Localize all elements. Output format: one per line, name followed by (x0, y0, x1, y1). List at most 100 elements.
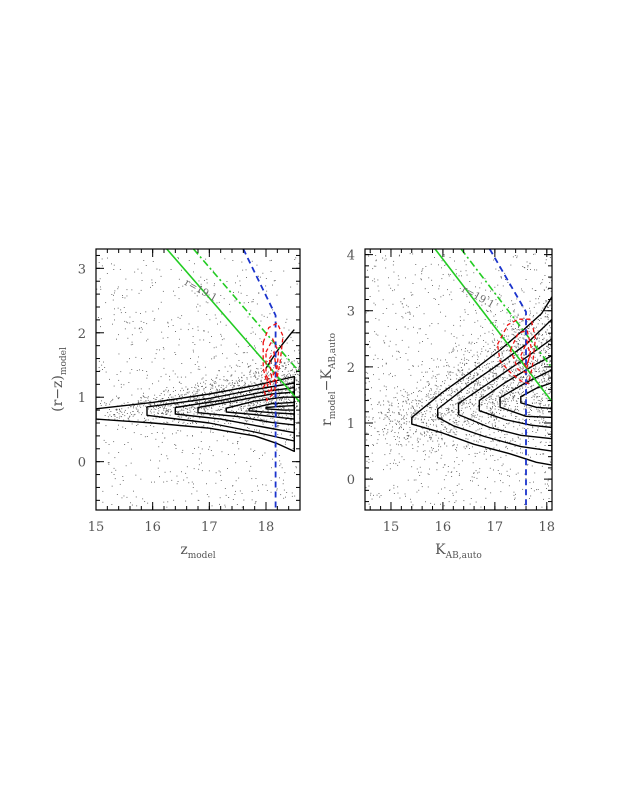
left-point (208, 496, 210, 498)
right-point (542, 381, 544, 383)
right-point (418, 390, 420, 392)
right-point (455, 389, 457, 391)
right-point (452, 421, 454, 423)
right-point (475, 362, 476, 364)
left-point (99, 370, 101, 372)
right-point (425, 400, 427, 401)
left-point (214, 314, 216, 316)
left-point (232, 499, 234, 500)
right-point (409, 403, 410, 405)
left-point (122, 295, 123, 296)
right-point (512, 398, 514, 400)
right-point (502, 364, 504, 366)
right-point (480, 384, 482, 386)
left-point (140, 327, 142, 329)
left-point (98, 360, 100, 362)
right-point (534, 327, 536, 329)
right-point (536, 326, 537, 328)
right-point (493, 380, 495, 382)
left-point (163, 390, 165, 392)
right-point (494, 373, 496, 374)
right-point (492, 376, 494, 378)
left-point (192, 401, 194, 402)
left-point (194, 396, 196, 398)
right-point (547, 480, 549, 482)
left-point (215, 402, 216, 404)
left-point (232, 391, 234, 393)
left-point (121, 416, 122, 418)
right-point (492, 392, 494, 393)
right-point (498, 270, 500, 272)
right-point (375, 259, 377, 261)
right-point (399, 427, 401, 429)
right-point (460, 389, 462, 391)
right-point (479, 396, 481, 398)
right-point (403, 422, 405, 424)
left-point (169, 401, 171, 403)
left-point (162, 413, 163, 414)
right-y-tick-label: 3 (347, 305, 355, 320)
left-point (224, 391, 226, 393)
left-point (295, 388, 297, 390)
left-point (246, 409, 248, 411)
right-point (442, 418, 444, 420)
left-point (98, 262, 100, 263)
right-point (527, 265, 529, 266)
right-point (427, 486, 429, 488)
left-point (279, 345, 280, 346)
right-point (408, 398, 410, 400)
right-point (470, 374, 472, 376)
right-point (472, 412, 474, 414)
right-point (426, 425, 428, 427)
left-point (132, 321, 134, 322)
right-point (491, 352, 493, 354)
right-point (449, 274, 451, 275)
left-y-axis-label-sub: model (59, 347, 69, 375)
right-point (399, 412, 400, 414)
left-point (254, 345, 255, 347)
left-point (211, 378, 212, 380)
right-point (475, 430, 477, 432)
left-point (254, 450, 256, 451)
right-point (479, 415, 481, 417)
right-point (514, 386, 516, 388)
left-point (220, 480, 222, 481)
right-point (432, 414, 434, 416)
right-point (501, 358, 503, 360)
right-point (416, 403, 417, 405)
right-point (539, 415, 541, 416)
left-x-axis-label: zmodel (180, 542, 215, 561)
left-point (286, 380, 288, 382)
right-point (390, 430, 392, 432)
left-point (204, 391, 205, 393)
right-point (435, 416, 436, 418)
left-point (249, 371, 250, 373)
right-point (427, 406, 429, 407)
right-point (485, 367, 487, 369)
right-point (550, 413, 552, 415)
right-point (528, 407, 530, 409)
right-x-axis-label-sub: AB,auto (445, 551, 482, 561)
right-point (521, 432, 523, 434)
right-point (409, 427, 411, 428)
left-point (204, 401, 206, 403)
left-point (273, 427, 275, 429)
right-point (527, 441, 529, 442)
left-point (266, 316, 268, 318)
left-point (111, 263, 112, 265)
left-red-contour (262, 322, 284, 392)
left-point (183, 421, 185, 423)
left-point (220, 408, 222, 410)
left-point (190, 358, 191, 359)
left-point (233, 396, 234, 398)
right-point (515, 409, 517, 411)
right-point (437, 405, 438, 407)
right-point (542, 339, 543, 340)
left-point (273, 396, 275, 397)
left-point (131, 394, 133, 396)
right-point (517, 391, 519, 393)
left-point (224, 504, 226, 506)
right-point (431, 449, 433, 451)
left-point (237, 275, 238, 277)
right-point (546, 345, 548, 347)
